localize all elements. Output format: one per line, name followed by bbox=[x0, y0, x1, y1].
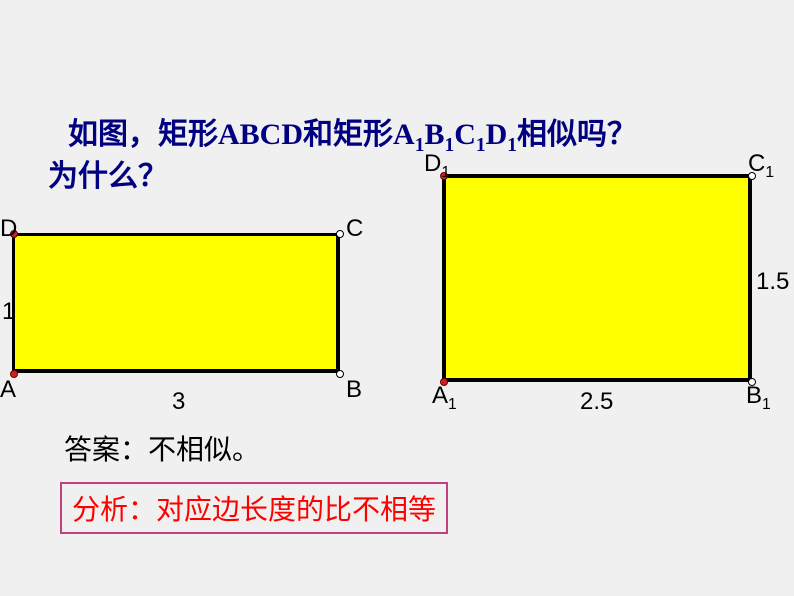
q-mid: 和矩形 bbox=[303, 118, 393, 151]
label-a1: A1 bbox=[432, 382, 457, 414]
dim-a1b1c1d1-width: 2.5 bbox=[580, 388, 613, 416]
dim-abcd-height: 1 bbox=[2, 298, 15, 326]
label-b1: B1 bbox=[746, 382, 771, 414]
q-rect2: A1B1C1D1 bbox=[393, 118, 517, 151]
answer-text: 答案：不相似。 bbox=[64, 428, 260, 468]
dim-abcd-width: 3 bbox=[172, 388, 185, 416]
q-prefix: 如图，矩形 bbox=[68, 118, 218, 151]
label-b: B bbox=[346, 376, 362, 404]
label-a: A bbox=[0, 376, 16, 404]
q-suffix: 相似吗？ bbox=[517, 118, 637, 151]
vertex-marker-b bbox=[336, 370, 344, 378]
rectangle-a1b1c1d1 bbox=[442, 174, 752, 382]
dim-a1b1c1d1-height: 1.5 bbox=[756, 268, 789, 296]
label-c: C bbox=[346, 215, 363, 243]
question-line-1: 如图，矩形ABCD和矩形A1B1C1D1相似吗？ bbox=[68, 114, 637, 159]
vertex-marker-c bbox=[336, 230, 344, 238]
label-d1: D1 bbox=[424, 150, 450, 182]
question-line-2: 为什么？ bbox=[48, 156, 168, 198]
label-c1: C1 bbox=[748, 150, 774, 182]
analysis-box: 分析：对应边长度的比不相等 bbox=[60, 482, 448, 534]
label-d: D bbox=[0, 215, 17, 243]
rectangle-abcd bbox=[12, 233, 340, 373]
q-rect1: ABCD bbox=[218, 118, 303, 151]
